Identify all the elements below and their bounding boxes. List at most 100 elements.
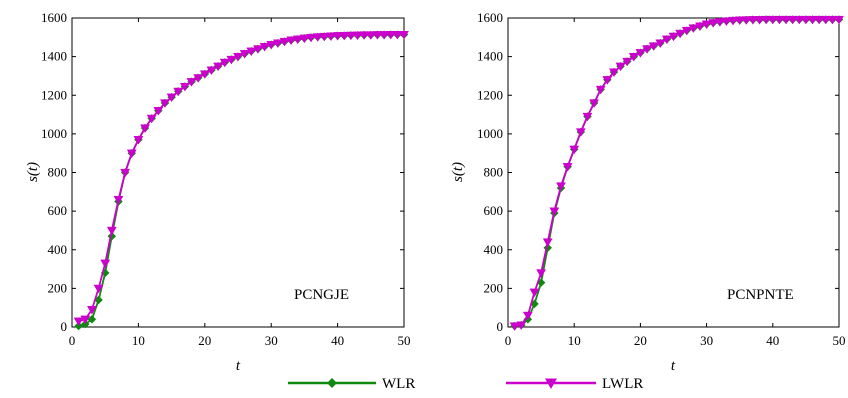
point-lwlr [392,30,403,40]
x-tick-label: 50 [398,333,411,348]
legend-label-wlr: WLR [382,376,415,392]
point-lwlr [259,42,270,52]
point-lwlr [345,31,356,41]
point-lwlr [721,17,732,27]
panel-pcnpnte: 0 200 400 600 800 1000 1200 1400 1600 0 10 20 30 40 5… [450,10,846,374]
point-lwlr [226,55,237,65]
y-tick-label: 1000 [41,126,67,141]
point-lwlr [179,82,190,92]
point-lwlr [774,15,785,25]
y-tick-label: 200 [48,280,68,295]
point-lwlr [814,15,825,25]
legend-item-wlr: WLR [288,376,415,392]
point-lwlr [767,15,778,25]
point-lwlr [399,30,409,40]
point-lwlr [385,30,396,40]
point-lwlr [279,37,290,47]
point-lwlr [615,62,626,72]
point-lwlr [800,15,811,25]
point-lwlr [668,32,679,42]
point-lwlr [794,15,805,25]
point-lwlr [648,42,659,52]
legend-marker-lwlr [545,378,557,389]
x-tick-label: 20 [634,333,647,348]
point-lwlr [186,78,197,87]
point-lwlr [741,16,752,25]
x-tick-label: 20 [198,333,211,348]
point-lwlr [569,145,580,155]
y-ticks: 0 200 400 600 800 1000 1200 1400 1600 [477,10,839,334]
point-lwlr [372,31,383,40]
y-tick-label: 1600 [41,10,67,25]
point-lwlr [86,305,97,315]
point-lwlr [319,32,330,42]
point-lwlr [239,50,250,59]
x-tick-label: 10 [132,333,145,348]
y-tick-label: 0 [497,319,504,334]
y-tick-label: 400 [484,242,504,257]
point-lwlr [655,39,666,49]
legend: WLR LWLR [288,376,643,392]
x-tick-label: 0 [505,333,512,348]
point-lwlr [582,112,593,122]
point-lwlr [734,16,745,26]
point-lwlr [661,35,672,45]
point-lwlr [146,114,157,124]
point-lwlr [365,31,376,40]
point-lwlr [213,62,224,72]
point-lwlr [681,26,692,36]
point-lwlr [292,35,303,45]
point-lwlr [339,31,350,41]
point-lwlr [359,31,370,40]
y-tick-label: 1600 [477,10,503,25]
point-lwlr [589,99,599,108]
point-lwlr [100,259,111,269]
point-lwlr [834,15,844,25]
point-wlr [543,243,553,253]
y-tick-label: 1200 [41,87,67,102]
y-tick-label: 800 [48,165,68,180]
point-lwlr [252,45,263,54]
point-lwlr [595,85,606,95]
point-lwlr [536,269,547,278]
point-lwlr [529,288,540,298]
point-wlr [87,314,97,324]
y-tick-label: 800 [484,165,504,180]
point-lwlr [352,31,363,41]
point-lwlr [787,15,798,25]
y-axis-label: s(t) [25,162,41,182]
point-lwlr [516,321,527,331]
point-lwlr [748,16,758,25]
x-tick-label: 40 [331,333,344,348]
point-lwlr [166,93,177,103]
y-tick-label: 600 [48,203,68,218]
y-tick-label: 1000 [477,126,503,141]
point-lwlr [173,87,184,97]
point-lwlr [562,163,573,172]
point-lwlr [133,136,144,145]
panel-annotation: PCNPNTE [727,287,794,303]
y-tick-label: 400 [48,242,68,257]
x-ticks: 0 10 20 30 40 50 [505,18,846,348]
series-group [73,30,409,331]
point-lwlr [602,76,613,85]
point-lwlr [556,182,566,192]
point-lwlr [219,58,230,68]
point-lwlr [754,16,765,25]
point-lwlr [820,15,831,25]
point-lwlr [306,33,316,43]
point-lwlr [708,19,719,28]
y-tick-label: 0 [61,319,68,334]
legend-item-lwlr: LWLR [506,376,643,392]
panel-pcngje: 0 200 400 600 800 1000 1200 1400 1600 0 10 20 30 40 5… [25,10,411,374]
point-lwlr [635,49,646,58]
point-lwlr [608,68,619,78]
x-ticks: 0 10 20 30 40 50 [69,18,411,348]
point-lwlr [160,99,170,108]
y-axis-label: s(t) [450,162,466,182]
point-lwlr [332,32,343,41]
point-lwlr [714,18,725,27]
point-lwlr [73,317,84,327]
legend-marker-wlr [327,378,337,388]
